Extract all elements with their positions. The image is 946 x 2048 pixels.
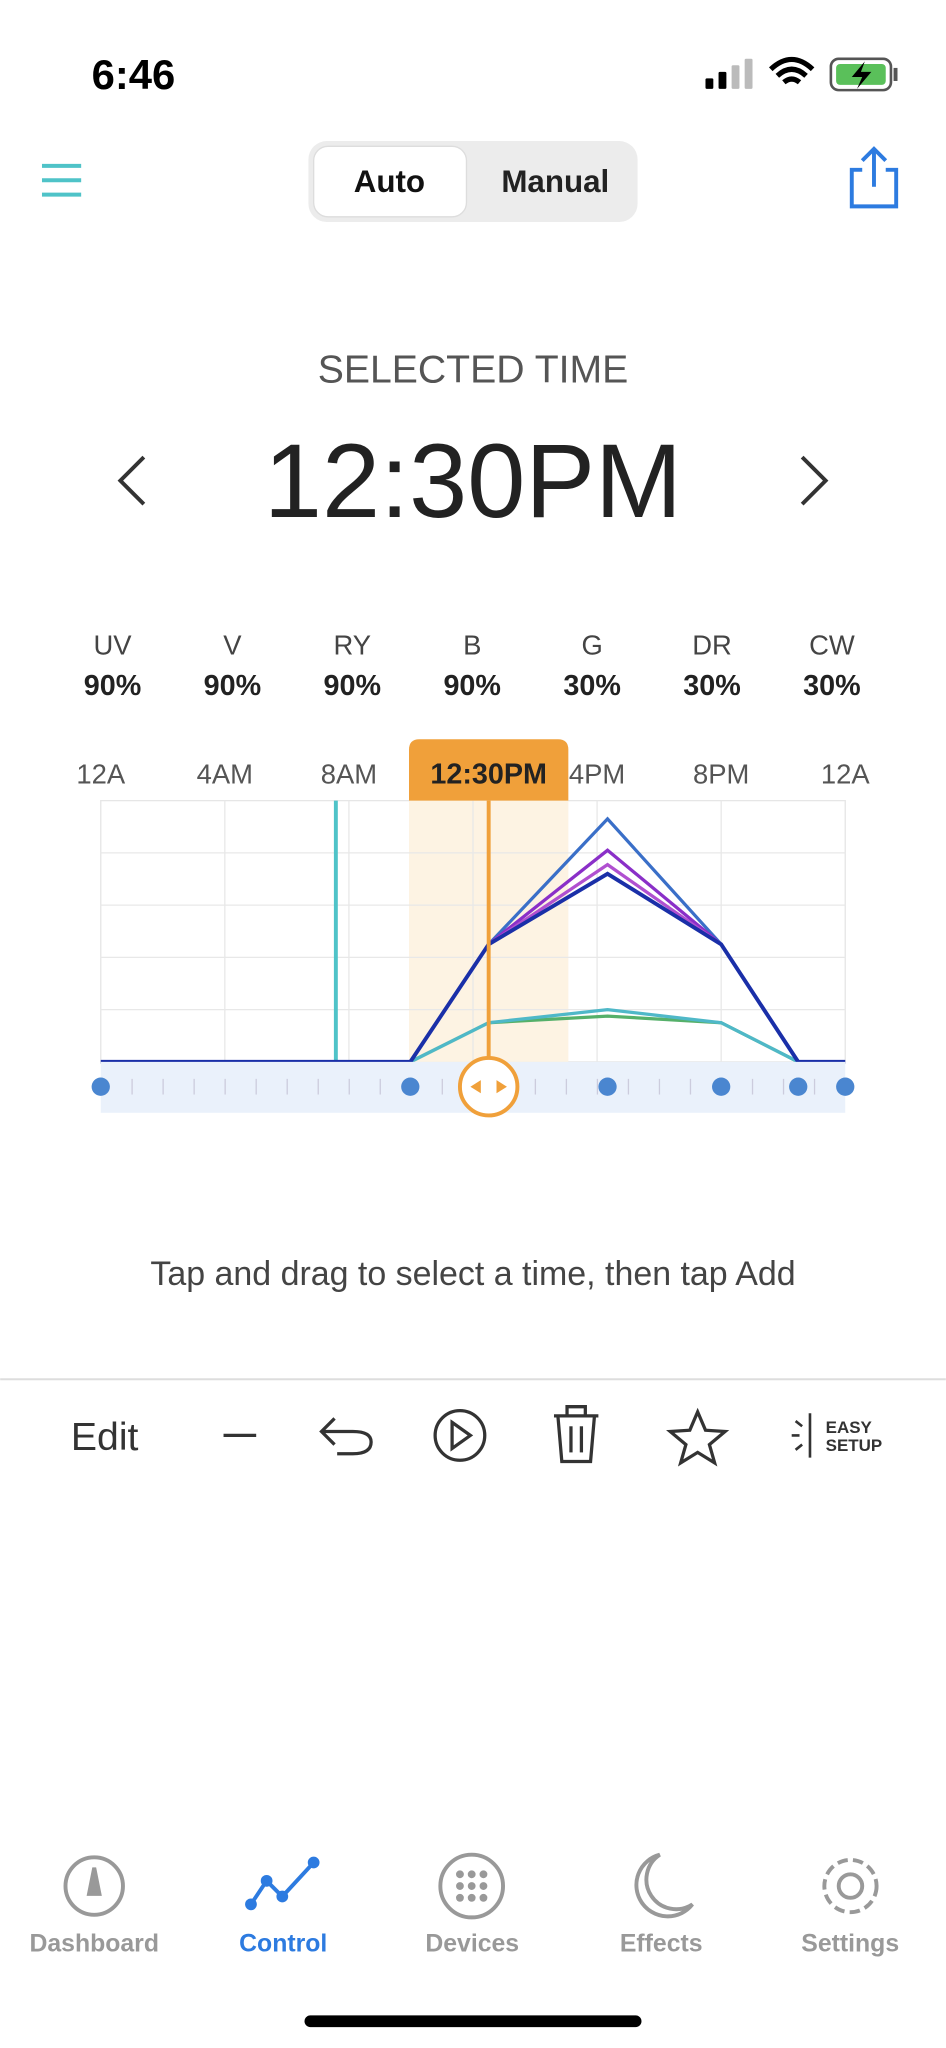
chart[interactable]: 12:30PM bbox=[91, 739, 855, 1118]
delete-button[interactable] bbox=[553, 1405, 599, 1464]
hint: Tap and drag to select a time, then tap … bbox=[150, 1255, 795, 1293]
settings-icon bbox=[822, 1857, 879, 1915]
wifi-icon bbox=[769, 56, 815, 85]
selected-time: 12:30PM bbox=[264, 423, 682, 540]
manual-label[interactable]: Manual bbox=[501, 164, 609, 199]
auto-tab[interactable] bbox=[313, 145, 468, 218]
channel-name: B bbox=[463, 629, 481, 660]
tab-icons bbox=[63, 1852, 879, 1920]
edit-label: Edit bbox=[71, 1416, 139, 1459]
battery-icon bbox=[829, 57, 898, 92]
channel-value: 30% bbox=[563, 670, 620, 702]
channel-name: UV bbox=[93, 629, 132, 660]
channel-value: 90% bbox=[443, 670, 500, 702]
time-label: 4PM bbox=[569, 759, 625, 790]
tab-label[interactable]: Dashboard bbox=[29, 1930, 159, 1957]
handle-arrows bbox=[470, 1080, 507, 1094]
dashboard-icon bbox=[63, 1855, 125, 1917]
time-label: 8PM bbox=[693, 759, 749, 790]
channel-value: 90% bbox=[204, 670, 261, 702]
curve-blue bbox=[487, 816, 723, 946]
channel-name: V bbox=[223, 629, 242, 660]
favorite-button[interactable] bbox=[666, 1407, 730, 1467]
channel-name: G bbox=[581, 629, 602, 660]
devices-icon bbox=[438, 1852, 505, 1920]
time-label: 8AM bbox=[321, 759, 377, 790]
share-button[interactable] bbox=[849, 146, 899, 209]
play-button[interactable] bbox=[433, 1408, 487, 1462]
setup-label: SETUP bbox=[826, 1436, 883, 1455]
channel-value: 30% bbox=[683, 670, 740, 702]
cursor-label-box bbox=[409, 739, 569, 801]
time-label: 12A bbox=[821, 759, 870, 790]
effects-icon bbox=[634, 1852, 694, 1919]
channel-name: RY bbox=[334, 629, 372, 660]
tab-label[interactable]: Control bbox=[239, 1930, 327, 1957]
home-indicator bbox=[304, 2015, 642, 2028]
easy-setup-button[interactable]: EASY SETUP bbox=[791, 1413, 883, 1458]
tab-label[interactable]: Devices bbox=[425, 1930, 519, 1957]
curve-teal bbox=[409, 1007, 799, 1064]
undo-button[interactable] bbox=[319, 1417, 373, 1456]
curve-magenta bbox=[487, 862, 723, 946]
points bbox=[91, 1077, 855, 1096]
next-button[interactable] bbox=[800, 455, 829, 506]
time-label: 12A bbox=[76, 759, 125, 790]
auto-label[interactable]: Auto bbox=[354, 164, 425, 199]
channel-value: 30% bbox=[803, 670, 860, 702]
signal-icon bbox=[705, 58, 753, 89]
control-icon bbox=[245, 1856, 320, 1911]
clock: 6:46 bbox=[92, 51, 176, 98]
tab-label[interactable]: Effects bbox=[620, 1930, 703, 1957]
cursor-label: 12:30PM bbox=[430, 759, 547, 791]
menu-button[interactable] bbox=[41, 163, 82, 197]
cursor-handle[interactable] bbox=[457, 1055, 520, 1118]
selected-time-label: SELECTED TIME bbox=[318, 349, 629, 392]
curve-violet bbox=[487, 848, 723, 946]
tab-label[interactable]: Settings bbox=[801, 1930, 899, 1957]
channel-value: 90% bbox=[84, 670, 141, 702]
channel-value: 90% bbox=[324, 670, 381, 702]
time-label: 4AM bbox=[197, 759, 253, 790]
channel-name: CW bbox=[809, 629, 855, 660]
easy-label: EASY bbox=[826, 1418, 873, 1437]
channel-name: DR bbox=[692, 629, 732, 660]
prev-button[interactable] bbox=[117, 455, 146, 506]
